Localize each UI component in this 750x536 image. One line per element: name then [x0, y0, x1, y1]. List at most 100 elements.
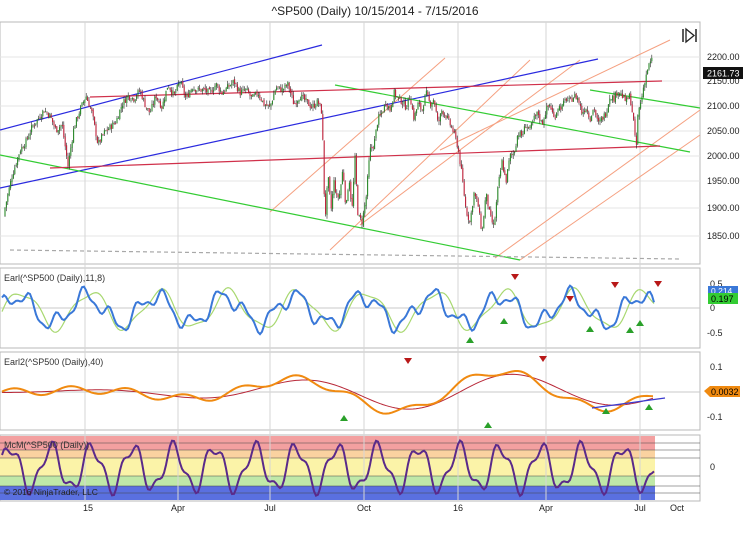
- candle: [277, 86, 279, 88]
- candle: [364, 205, 366, 214]
- candle: [607, 104, 609, 113]
- candle: [126, 96, 128, 104]
- candle: [592, 109, 594, 115]
- candle: [530, 123, 532, 128]
- candle: [165, 90, 167, 101]
- buy-signal-arrow: [586, 326, 594, 332]
- candle: [264, 105, 266, 106]
- candle: [250, 94, 252, 97]
- candle: [627, 97, 629, 100]
- candle: [455, 131, 457, 138]
- candle: [49, 113, 51, 119]
- candle: [94, 116, 96, 125]
- collapse-panel-icon[interactable]: [681, 27, 697, 44]
- candle: [297, 101, 299, 104]
- candle: [98, 140, 100, 143]
- candle: [144, 98, 146, 108]
- candle: [236, 84, 238, 92]
- candle: [21, 146, 23, 152]
- candle: [256, 91, 258, 96]
- candle: [206, 89, 208, 92]
- earl-value-label-blue: 0.214: [711, 286, 733, 296]
- candle: [547, 105, 549, 107]
- candle: [561, 104, 563, 110]
- candle: [190, 89, 192, 93]
- candle: [151, 103, 153, 111]
- month-gridlines: [84, 22, 641, 501]
- candle: [379, 113, 381, 115]
- candle: [319, 103, 321, 105]
- candle: [309, 105, 311, 108]
- candle: [120, 107, 122, 110]
- candle: [102, 134, 104, 136]
- candle: [606, 111, 608, 117]
- candle: [187, 93, 189, 98]
- buy-signal-arrow: [636, 320, 644, 326]
- candle: [628, 93, 630, 99]
- candle: [330, 194, 332, 209]
- candle: [490, 209, 492, 216]
- candle: [451, 126, 453, 128]
- candle: [46, 112, 48, 114]
- candle: [259, 95, 261, 99]
- candle: [348, 182, 350, 190]
- candle: [61, 125, 63, 126]
- candle: [201, 89, 203, 92]
- candle: [563, 100, 565, 106]
- candle: [626, 97, 628, 103]
- candle: [32, 125, 34, 127]
- candle: [441, 110, 443, 114]
- x-tick-label: Apr: [171, 503, 185, 513]
- candle: [66, 145, 68, 156]
- candle: [313, 103, 315, 108]
- candle: [334, 180, 336, 193]
- candle: [402, 104, 404, 106]
- candle: [280, 86, 282, 92]
- candle: [295, 103, 297, 105]
- candle: [549, 104, 551, 107]
- candle: [322, 114, 324, 140]
- candle: [404, 100, 406, 110]
- candle: [127, 95, 129, 98]
- candle: [211, 90, 213, 93]
- candle: [575, 93, 577, 100]
- candle: [635, 135, 637, 145]
- candle: [553, 111, 555, 117]
- y-tick-label: 1850.00: [707, 231, 740, 241]
- candle: [367, 176, 369, 197]
- candle: [29, 133, 31, 136]
- candle: [500, 170, 502, 177]
- candle: [52, 117, 54, 123]
- candle: [624, 94, 626, 101]
- candle: [115, 123, 117, 125]
- candle: [270, 103, 272, 107]
- candle: [617, 92, 619, 96]
- candle: [91, 108, 93, 111]
- candle: [292, 95, 294, 105]
- candle: [110, 124, 112, 129]
- copyright-text: © 2016 NinjaTrader, LLC: [4, 487, 98, 497]
- candle: [271, 101, 273, 105]
- candle: [353, 181, 355, 207]
- candle: [479, 207, 481, 213]
- candle: [585, 108, 587, 113]
- sell-signal-arrow: [404, 358, 412, 364]
- candle: [134, 99, 136, 102]
- candle: [341, 171, 343, 185]
- candle: [169, 87, 171, 91]
- candle: [101, 134, 103, 142]
- candle: [39, 117, 41, 119]
- candle: [301, 94, 303, 101]
- price-panel: [0, 21, 701, 265]
- candle: [347, 190, 349, 201]
- candle: [397, 97, 399, 99]
- candle: [642, 87, 644, 98]
- candle: [252, 94, 254, 97]
- candle: [80, 106, 82, 115]
- candle: [266, 104, 268, 106]
- y-tick-label: 2050.00: [707, 126, 740, 136]
- y-tick-label: 0: [710, 462, 715, 472]
- candle: [507, 169, 509, 182]
- candle: [584, 110, 586, 112]
- candle: [595, 110, 597, 116]
